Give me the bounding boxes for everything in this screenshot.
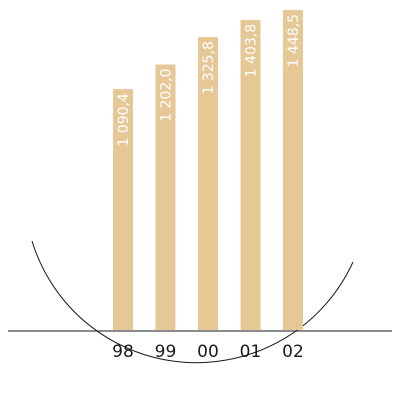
category-label-99: 99 — [155, 342, 177, 362]
category-label-98: 98 — [112, 342, 134, 362]
bar-99 — [155, 64, 176, 330]
bar-01 — [240, 19, 261, 331]
category-label-00: 00 — [197, 342, 219, 362]
bar-98 — [113, 89, 133, 330]
bar-value-label-99: 1 202,0 — [159, 68, 175, 121]
decorative-arc — [31, 240, 354, 364]
bar-02 — [283, 10, 303, 330]
bar-00 — [198, 37, 218, 330]
bar-value-label-00: 1 325,8 — [201, 41, 217, 94]
bar-value-label-02: 1 448,5 — [286, 14, 302, 67]
bar-labels-group: 1 090,4 1 202,0 1 325,8 1 403,8 1 448,5 — [116, 14, 302, 147]
category-label-01: 01 — [240, 342, 262, 362]
category-labels-group: 98 99 00 01 02 — [112, 342, 304, 362]
bars-group — [113, 10, 303, 331]
bar-value-label-01: 1 403,8 — [244, 24, 260, 77]
category-label-02: 02 — [282, 342, 304, 362]
bar-value-label-98: 1 090,4 — [116, 93, 132, 147]
